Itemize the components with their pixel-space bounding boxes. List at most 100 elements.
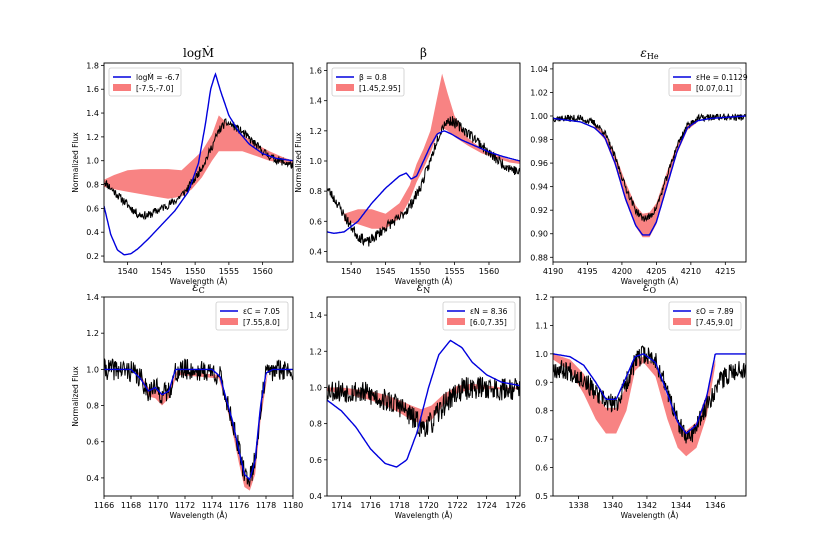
y-tick-label: 1.1	[535, 321, 548, 330]
y-tick-label: 0.98	[530, 136, 548, 145]
panel-2: 1540 1545 1550 1555 1560 0.4 0.6 0.8 1.0 1.2 1.4 1.…	[294, 46, 521, 286]
x-tick-label: 1716	[360, 501, 380, 510]
y-tick-label: 0.6	[535, 464, 548, 473]
y-tick-label: 0.9	[535, 378, 548, 387]
plot-area	[553, 113, 746, 238]
x-tick-label: 1545	[151, 267, 171, 276]
legend-line-label: β = 0.8	[359, 73, 387, 82]
axes-frame	[552, 296, 747, 497]
plot-area	[327, 73, 520, 247]
y-tick-label: 0.8	[86, 402, 99, 411]
panel-title: εN	[417, 280, 430, 295]
y-tick-label: 0.4	[86, 228, 99, 237]
legend-line-label: εN = 8.36	[470, 307, 508, 316]
legend-band-label: [1.45,2.95]	[359, 84, 401, 93]
y-tick-label: 1.0	[309, 383, 322, 392]
y-tick-label: 1.8	[86, 61, 99, 70]
x-tick-label: 1178	[256, 501, 276, 510]
x-tick-label: 1174	[202, 501, 222, 510]
y-tick-label: 0.6	[309, 217, 322, 226]
y-tick-label: 0.7	[535, 435, 548, 444]
x-tick-label: 1555	[444, 267, 464, 276]
y-tick-label: 1.2	[86, 329, 99, 338]
x-tick-label: 1560	[479, 267, 499, 276]
x-tick-label: 1722	[447, 501, 467, 510]
observed-spectrum	[104, 358, 293, 487]
x-tick-label: 1344	[671, 501, 691, 510]
legend-band-swatch	[673, 318, 691, 325]
model-line	[327, 339, 520, 468]
x-tick-label: 1170	[148, 501, 168, 510]
legend: logṀ = -6.7 [-7.5,-7.0]	[108, 67, 182, 97]
y-tick-label: 0.5	[535, 492, 548, 501]
y-tick-label: 1.2	[309, 127, 322, 136]
y-tick-label: 1.0	[309, 157, 322, 166]
y-tick-label: 0.88	[530, 253, 548, 262]
panel-1: 1540 1545 1550 1555 1560 0.2 0.4 0.6 0.8 1.0 1.2 1.…	[71, 45, 294, 286]
axes-frame	[326, 62, 521, 263]
observed-spectrum	[553, 345, 746, 444]
y-tick-label: 1.4	[86, 293, 99, 302]
y-tick-label: 1.6	[86, 85, 99, 94]
x-tick-label: 1166	[94, 501, 114, 510]
x-tick-label: 1545	[375, 267, 395, 276]
y-tick-label: 0.6	[309, 456, 322, 465]
panel-3: 4190 4195 4200 4205 4210 4215 0.88 0.90 0.92 0.94…	[530, 46, 748, 286]
legend-band-label: [0.07,0.1]	[696, 84, 733, 93]
legend-band-label: [7.55,8.0]	[243, 318, 280, 327]
panel-title: β	[420, 46, 427, 60]
legend: εHe = 0.1129 [0.07,0.1]	[668, 67, 748, 97]
y-axis-label: Normalized Flux	[71, 366, 80, 427]
y-tick-label: 1.2	[86, 133, 99, 142]
x-tick-label: 1176	[229, 501, 249, 510]
y-tick-label: 1.04	[530, 65, 548, 74]
model-line	[327, 130, 520, 235]
x-tick-label: 1718	[389, 501, 409, 510]
x-tick-label: 4195	[577, 267, 597, 276]
fit-range-band	[344, 73, 520, 229]
fit-range-band	[594, 118, 698, 238]
legend-line-label: logṀ = -6.7	[136, 73, 180, 82]
legend-line-label: εC = 7.05	[243, 307, 280, 316]
observed-spectrum	[327, 376, 520, 438]
panel-title: εO	[643, 280, 656, 295]
x-tick-label: 1550	[410, 267, 430, 276]
legend-band-swatch	[336, 84, 354, 91]
axes-frame	[103, 62, 294, 263]
y-tick-label: 0.8	[535, 407, 548, 416]
y-tick-label: 1.2	[309, 347, 322, 356]
x-tick-label: 1338	[568, 501, 588, 510]
legend: β = 0.8 [1.45,2.95]	[331, 67, 405, 97]
legend-line-label: εHe = 0.1129	[696, 73, 748, 82]
x-axis-label: Wavelength (Å)	[170, 277, 228, 286]
y-tick-label: 1.2	[535, 293, 548, 302]
y-tick-label: 1.0	[86, 157, 99, 166]
x-tick-label: 1168	[121, 501, 141, 510]
x-tick-label: 1714	[331, 501, 351, 510]
model-line	[553, 115, 746, 236]
panel-5: 1714 1716 1718 1720 1722 1724 1726 0.4 0.6 0.8 1.0…	[309, 280, 526, 520]
plot-area	[104, 358, 293, 491]
x-axis-label: Wavelength (Å)	[395, 511, 453, 520]
x-tick-label: 4190	[543, 267, 563, 276]
plot-area	[553, 345, 746, 457]
x-tick-label: 1180	[283, 501, 303, 510]
y-tick-label: 1.4	[309, 97, 322, 106]
y-tick-label: 1.00	[530, 112, 548, 121]
legend-band-label: [6.0,7.35]	[470, 318, 507, 327]
y-tick-label: 0.8	[309, 187, 322, 196]
observed-spectrum	[104, 118, 293, 221]
y-tick-label: 1.4	[86, 109, 99, 118]
x-tick-label: 4200	[612, 267, 632, 276]
observed-spectrum	[327, 116, 520, 247]
y-tick-label: 1.6	[309, 67, 322, 76]
panel-title: εC	[192, 280, 205, 295]
plot-area	[104, 72, 293, 256]
legend: εN = 8.36 [6.0,7.35]	[442, 301, 516, 331]
panel-title: logṀ	[183, 45, 214, 60]
axes-frame	[326, 296, 521, 497]
panel-6: 1338 1340 1342 1344 1346 0.5 0.6 0.7 0.8 0.9 1.0 1.…	[535, 280, 747, 520]
x-tick-label: 1346	[705, 501, 725, 510]
x-tick-label: 1720	[418, 501, 438, 510]
legend-band-label: [7.45,9.0]	[696, 318, 733, 327]
